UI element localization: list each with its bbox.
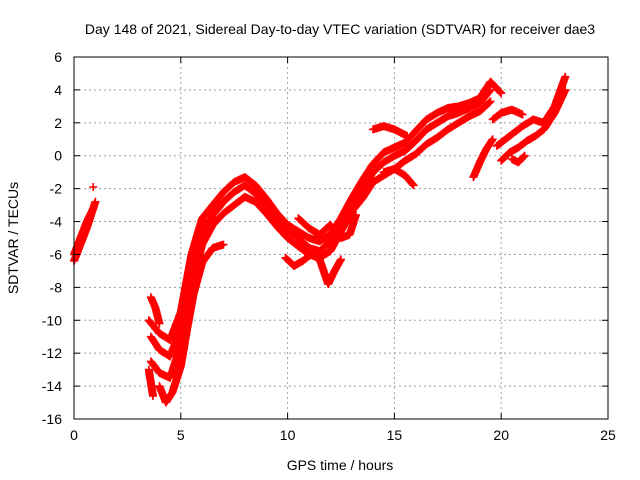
y-tick-label: -4 — [50, 214, 63, 230]
data-marker — [155, 240, 228, 407]
data-marker — [488, 105, 527, 124]
data-series — [89, 183, 98, 191]
data-marker — [369, 122, 412, 140]
y-tick-labels: -16 -14 -12 -10 -8 -6 -4 -2 0 2 4 6 — [42, 49, 62, 427]
axis-ticks — [73, 56, 609, 420]
data-marker — [144, 365, 157, 400]
data-series — [488, 105, 527, 124]
x-tick-label: 10 — [280, 427, 296, 443]
data-marker — [469, 135, 497, 182]
data-marker — [89, 183, 98, 191]
grid-lines — [74, 57, 608, 419]
y-axis-title: SDTVAR / TECUs — [5, 182, 21, 294]
data-marker — [146, 293, 164, 328]
data-points — [70, 72, 570, 407]
y-tick-label: -12 — [42, 345, 62, 361]
y-tick-label: -14 — [42, 378, 62, 394]
x-tick-label: 25 — [600, 427, 616, 443]
y-tick-label: 6 — [54, 49, 62, 65]
data-marker — [507, 151, 529, 167]
y-tick-label: -16 — [42, 411, 62, 427]
y-tick-label: 2 — [54, 115, 62, 131]
y-tick-label: 4 — [54, 82, 62, 98]
data-series — [294, 211, 360, 242]
data-series — [146, 293, 164, 328]
data-series — [497, 85, 570, 165]
x-axis-title: GPS time / hours — [287, 457, 394, 473]
data-marker — [497, 85, 570, 165]
y-tick-label: -2 — [50, 181, 63, 197]
plot-frame — [73, 56, 609, 420]
x-tick-label: 0 — [70, 427, 78, 443]
chart-title: Day 148 of 2021, Sidereal Day-to-day VTE… — [85, 21, 595, 37]
x-tick-label: 15 — [387, 427, 403, 443]
x-tick-label: 5 — [177, 427, 185, 443]
y-tick-label: -10 — [42, 312, 62, 328]
y-tick-label: -8 — [50, 279, 63, 295]
data-series — [155, 240, 228, 407]
data-series — [281, 250, 345, 289]
data-series — [379, 164, 418, 190]
data-marker — [281, 250, 345, 289]
data-marker — [379, 164, 418, 190]
data-marker — [294, 211, 360, 242]
data-series — [507, 151, 529, 167]
y-tick-label: 0 — [54, 148, 62, 164]
data-series — [469, 135, 497, 182]
y-tick-label: -6 — [50, 246, 63, 262]
data-series — [369, 122, 412, 140]
data-series — [144, 365, 157, 400]
x-tick-label: 20 — [493, 427, 509, 443]
x-tick-labels: 0 5 10 15 20 25 — [70, 427, 616, 443]
